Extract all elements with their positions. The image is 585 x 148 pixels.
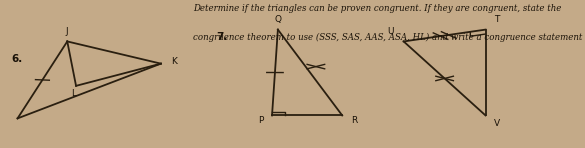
Text: 7.: 7. — [216, 32, 228, 42]
Text: P: P — [257, 116, 263, 125]
Text: J: J — [66, 27, 68, 36]
Text: 6.: 6. — [12, 54, 23, 64]
Text: R: R — [351, 116, 357, 125]
Text: Q: Q — [274, 15, 281, 24]
Text: T: T — [494, 15, 500, 24]
Text: Determine if the triangles can be proven congruent. If they are congruent, state: Determine if the triangles can be proven… — [193, 4, 562, 13]
Text: K: K — [171, 57, 177, 66]
Text: L: L — [71, 89, 75, 98]
Text: congruence theorem to use (SSS, SAS, AAS, ASA, HL) and write a congruence statem: congruence theorem to use (SSS, SAS, AAS… — [193, 33, 583, 42]
Text: V: V — [494, 119, 500, 128]
Text: U: U — [387, 27, 394, 36]
